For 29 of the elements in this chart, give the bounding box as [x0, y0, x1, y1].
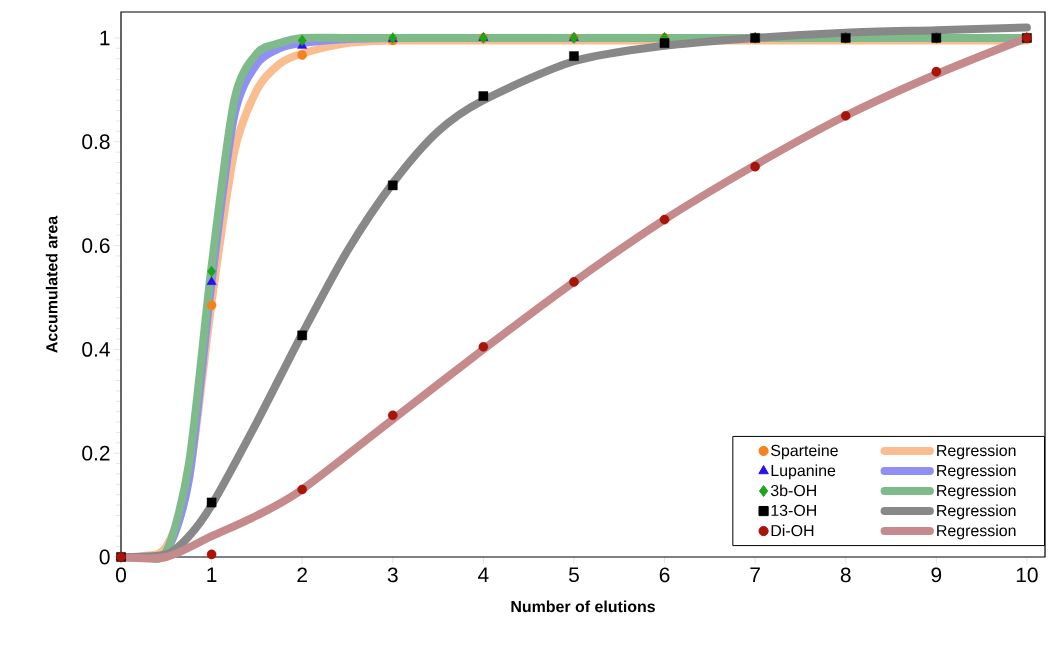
x-tick-label: 8: [840, 567, 851, 583]
y-tick-label: 1: [100, 30, 110, 46]
y-tick-label: 0.4: [82, 341, 110, 357]
x-tick-label: 10: [1016, 567, 1038, 583]
y-tick-label: 0.8: [82, 134, 110, 150]
y-tick-label: 0: [99, 549, 110, 565]
x-tick-label: 1: [207, 567, 217, 582]
x-tick-label: 4: [478, 567, 489, 582]
legend-label: Regression: [937, 484, 1016, 500]
legend-label: 13-OH: [771, 504, 816, 517]
x-tick-label: 0: [116, 567, 126, 583]
x-tick-label: 5: [568, 567, 579, 583]
x-axis-title: Number of elutions: [511, 600, 655, 613]
legend-label: Lupanine: [771, 464, 836, 480]
legend-label: Regression: [937, 524, 1016, 540]
x-tick-label: 2: [297, 567, 307, 583]
x-tick-label: 9: [931, 567, 942, 583]
x-tick-label: 3: [387, 567, 398, 583]
legend-label: Regression: [937, 444, 1016, 460]
legend-label: Regression: [937, 504, 1016, 520]
x-tick-label: 7: [750, 567, 760, 582]
y-tick-label: 0.6: [82, 238, 110, 253]
legend-label: Sparteine: [771, 444, 838, 460]
y-axis-title: Accumulated area: [45, 215, 58, 353]
legend-label: 3b-OH: [770, 484, 816, 497]
legend-label: Regression: [937, 464, 1016, 480]
x-tick-label: 6: [659, 567, 670, 583]
y-tick-label: 0.2: [82, 445, 110, 461]
legend-label: Di-OH: [771, 524, 814, 537]
